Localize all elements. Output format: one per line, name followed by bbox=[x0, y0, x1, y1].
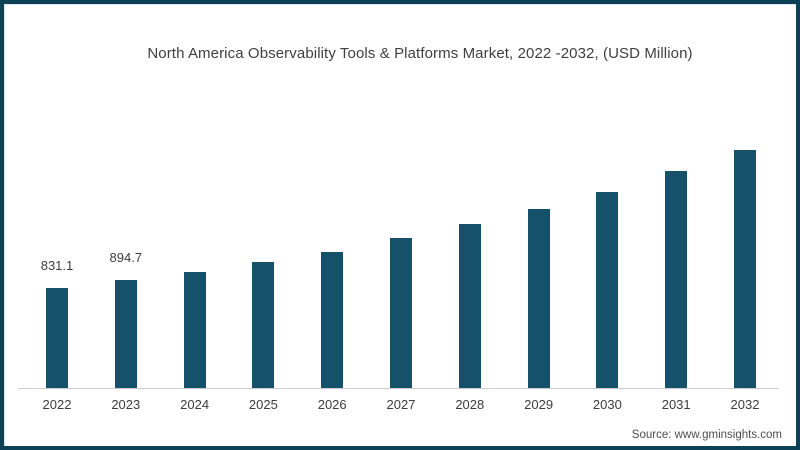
bar-2023 bbox=[114, 280, 137, 388]
x-axis-label-2023: 2023 bbox=[111, 397, 141, 412]
x-axis-label-2022: 2022 bbox=[42, 397, 72, 412]
x-axis-label-2024: 2024 bbox=[180, 397, 210, 412]
x-axis-label-2028: 2028 bbox=[455, 397, 485, 412]
bar-2024 bbox=[183, 272, 206, 388]
x-axis-label-2030: 2030 bbox=[592, 397, 622, 412]
x-axis-label-2026: 2026 bbox=[317, 397, 347, 412]
x-axis-label-2027: 2027 bbox=[386, 397, 416, 412]
bar-2028 bbox=[458, 224, 481, 388]
x-axis-label-2025: 2025 bbox=[248, 397, 278, 412]
source-note: Source: www.gminsights.com bbox=[631, 429, 782, 441]
bar-2032 bbox=[734, 150, 756, 388]
x-axis-label-2032: 2032 bbox=[730, 397, 760, 412]
bar-value-label-2023: 894.7 bbox=[109, 250, 143, 265]
bar-2031 bbox=[665, 171, 688, 388]
bar-2027 bbox=[390, 238, 412, 388]
bar-2022 bbox=[46, 288, 68, 388]
bar-2025 bbox=[252, 262, 275, 388]
x-axis-line bbox=[18, 388, 778, 389]
bar-2026 bbox=[321, 252, 344, 388]
bar-2030 bbox=[596, 192, 619, 388]
x-axis-label-2029: 2029 bbox=[524, 397, 554, 412]
chart-title: North America Observability Tools & Plat… bbox=[147, 45, 693, 62]
bar-2029 bbox=[527, 209, 550, 388]
x-axis-label-2031: 2031 bbox=[661, 397, 691, 412]
bar-value-label-2022: 831.1 bbox=[40, 258, 74, 273]
